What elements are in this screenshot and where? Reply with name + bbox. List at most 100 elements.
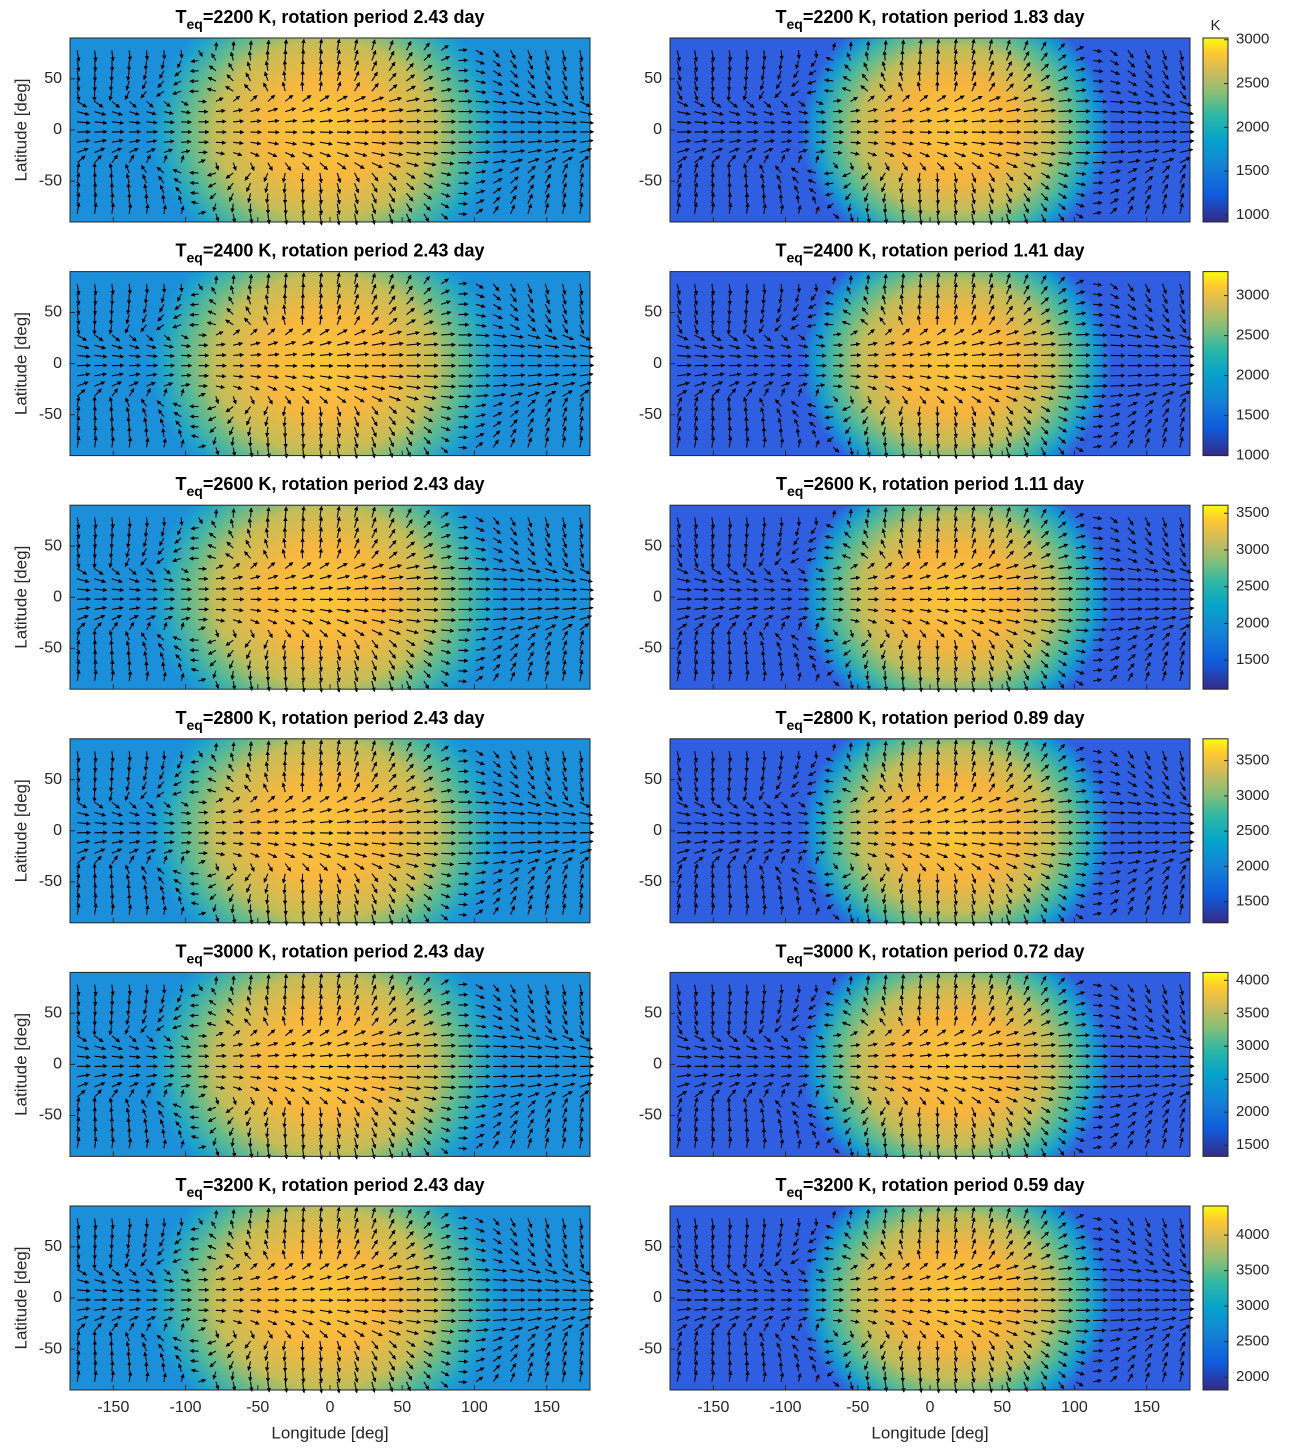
wind-arrow	[694, 324, 699, 335]
wind-arrow	[250, 141, 262, 146]
wind-arrow	[1023, 564, 1037, 570]
wind-arrow	[406, 660, 414, 669]
wind-arrow	[1144, 895, 1151, 905]
wind-arrow	[781, 615, 791, 621]
wind-arrow	[867, 608, 879, 613]
wind-arrow	[264, 650, 269, 661]
wind-arrow	[727, 425, 733, 438]
wind-arrow	[492, 439, 499, 448]
wind-arrow	[94, 614, 106, 621]
wind-arrow	[76, 622, 86, 631]
wind-arrow	[1162, 139, 1178, 144]
wind-arrow	[1023, 586, 1039, 591]
wind-arrow	[300, 983, 306, 995]
wind-arrow	[579, 192, 584, 204]
wind-arrow	[163, 120, 175, 125]
wind-arrow	[867, 352, 879, 358]
wind-arrow	[354, 118, 370, 124]
wind-arrow	[727, 994, 732, 1007]
wind-arrow	[143, 183, 148, 194]
wind-arrow	[233, 1075, 244, 1080]
wind-arrow	[475, 770, 486, 776]
wind-arrow	[388, 904, 394, 915]
wind-arrow	[214, 629, 220, 638]
wind-arrow	[954, 574, 967, 580]
wind-arrow	[128, 621, 135, 631]
wind-arrow	[510, 50, 516, 60]
wind-arrow	[693, 761, 699, 773]
wind-arrow	[988, 639, 995, 650]
wind-arrow	[76, 191, 81, 204]
wind-arrow	[824, 882, 834, 887]
wind-arrow	[475, 1114, 487, 1119]
wind-arrow	[1162, 324, 1171, 332]
wind-arrow	[579, 1106, 584, 1118]
wind-arrow	[388, 1137, 394, 1149]
wind-arrow	[142, 70, 148, 81]
wind-arrow	[544, 865, 552, 875]
wind-arrow	[389, 629, 401, 635]
wind-arrow	[354, 352, 370, 357]
wind-arrow	[815, 855, 820, 864]
wind-arrow	[711, 388, 720, 397]
wind-arrow	[677, 354, 692, 359]
wind-arrow	[1075, 680, 1084, 686]
wind-arrow	[1023, 426, 1030, 437]
y-tick-label: 0	[53, 355, 62, 372]
wind-arrow	[1127, 100, 1142, 105]
wind-arrow	[694, 578, 708, 584]
wind-arrow	[743, 396, 748, 407]
wind-arrow	[371, 608, 387, 613]
wind-arrow	[847, 203, 852, 213]
wind-arrow	[1093, 911, 1102, 916]
wind-arrow	[76, 984, 81, 997]
wind-arrow	[935, 183, 940, 195]
wind-arrow	[710, 863, 715, 874]
wind-arrow	[441, 883, 452, 888]
wind-arrow	[76, 415, 81, 428]
wind-arrow	[711, 120, 726, 125]
wind-arrow	[318, 972, 324, 985]
wind-arrow	[475, 413, 487, 418]
wind-arrow	[77, 605, 91, 611]
wind-arrow	[302, 562, 312, 570]
wind-arrow	[1162, 90, 1171, 99]
wind-arrow	[475, 1142, 484, 1149]
wind-arrow	[919, 328, 929, 336]
wind-arrow	[406, 586, 422, 591]
wind-arrow	[475, 283, 484, 289]
wind-arrow	[156, 90, 165, 97]
wind-arrow	[885, 808, 896, 813]
wind-arrow	[544, 173, 551, 184]
wind-arrow	[406, 341, 422, 347]
wind-arrow	[1144, 50, 1150, 60]
wind-arrow	[971, 162, 982, 170]
wind-arrow	[579, 1025, 585, 1036]
wind-arrow	[729, 848, 740, 854]
wind-arrow	[815, 1083, 826, 1089]
wind-arrow	[1110, 314, 1121, 319]
wind-arrow	[336, 749, 341, 762]
wind-arrow	[694, 547, 699, 559]
wind-arrow	[1040, 182, 1050, 190]
wind-arrow	[1110, 169, 1122, 174]
wind-arrow	[1040, 308, 1051, 315]
wind-arrow	[694, 334, 706, 341]
wind-arrow	[527, 1109, 535, 1118]
wind-arrow	[971, 447, 976, 460]
wind-arrow	[1179, 537, 1185, 549]
wind-arrow	[885, 819, 897, 825]
wind-arrow	[1144, 876, 1154, 885]
wind-arrow	[198, 677, 207, 683]
wind-arrow	[406, 649, 415, 658]
wind-arrow	[190, 901, 199, 906]
wind-arrow	[1145, 859, 1158, 865]
wind-arrow	[1145, 344, 1160, 349]
wind-arrow	[988, 213, 993, 226]
wind-arrow	[677, 578, 691, 583]
wind-arrow	[798, 139, 810, 144]
wind-arrow	[388, 785, 398, 793]
wind-arrow	[371, 1042, 387, 1047]
wind-arrow	[826, 203, 834, 209]
wind-arrow	[127, 903, 133, 915]
